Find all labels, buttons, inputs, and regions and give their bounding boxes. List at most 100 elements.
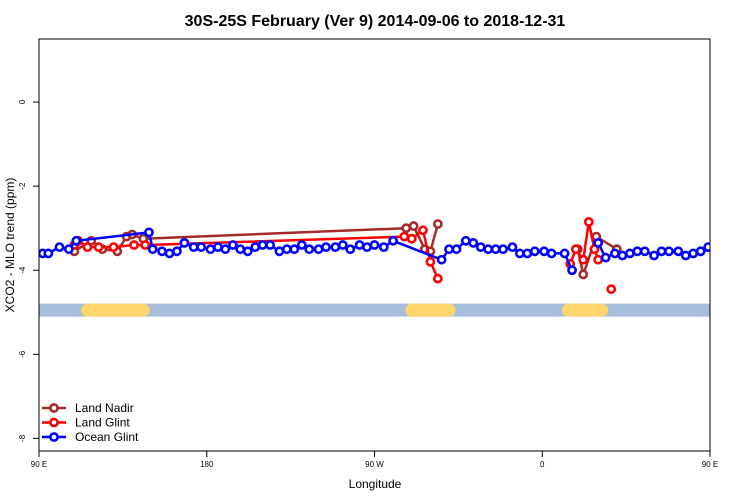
x-axis-label: Longitude	[349, 477, 402, 491]
chart-title: 30S-25S February (Ver 9) 2014-09-06 to 2…	[185, 13, 566, 30]
data-point	[606, 284, 617, 295]
x-tick-label: 180	[200, 460, 214, 469]
data-point	[432, 219, 443, 229]
data-point	[610, 248, 620, 259]
data-point	[250, 242, 261, 253]
data-point	[444, 244, 454, 255]
data-point	[93, 242, 104, 253]
y-axis-label: XCO2 - MLO trend (ppm)	[3, 178, 17, 313]
data-point	[736, 248, 743, 255]
axes-layer: 90 E 180 90 W 0 90 E 0 -2 -4 -6 -8	[18, 99, 718, 469]
data-point	[281, 244, 292, 255]
data-point	[649, 250, 659, 261]
y-tick-label: 0	[18, 99, 27, 104]
data-point	[600, 252, 611, 263]
legend-label: Ocean Glint	[75, 430, 139, 444]
data-point	[744, 248, 750, 255]
data-point	[399, 231, 410, 242]
data-point	[71, 235, 82, 246]
data-point	[257, 240, 268, 250]
data-point	[498, 244, 509, 255]
legend-marker	[49, 403, 59, 413]
legend-label: Land Glint	[75, 416, 130, 430]
data-point	[354, 240, 365, 250]
data-point	[63, 244, 74, 255]
data-point	[468, 237, 479, 248]
data-point	[289, 244, 300, 255]
data-point	[388, 235, 399, 246]
data-point	[583, 216, 594, 227]
data-point	[425, 256, 436, 267]
data-point	[721, 237, 728, 244]
data-point	[196, 242, 207, 253]
data-point	[729, 239, 736, 246]
series-ocean-glint	[39, 227, 750, 276]
data-point	[313, 244, 324, 255]
data-point	[688, 248, 699, 259]
data-point	[406, 233, 417, 244]
data-point	[703, 242, 710, 253]
data-point	[235, 244, 246, 255]
y-tick-label: -8	[18, 434, 27, 442]
data-point	[378, 242, 389, 253]
data-point	[265, 240, 276, 250]
legend-marker	[49, 432, 59, 442]
data-point	[296, 240, 307, 250]
data-point	[578, 254, 589, 265]
data-point	[337, 240, 348, 250]
data-point	[490, 244, 501, 255]
data-point	[401, 223, 412, 234]
data-point	[617, 250, 628, 261]
x-tick-label: 0	[540, 460, 545, 469]
data-point	[82, 242, 93, 253]
data-point	[213, 242, 223, 253]
data-point	[369, 240, 380, 250]
y-tick-label: -6	[18, 350, 27, 358]
data-point	[157, 246, 167, 257]
data-point	[451, 244, 462, 255]
x-tick-label: 90 E	[31, 460, 47, 469]
data-point	[140, 240, 151, 250]
data-point	[593, 237, 604, 248]
data-point	[570, 244, 581, 255]
data-point	[362, 242, 372, 253]
data-point	[475, 242, 486, 253]
data-point	[514, 248, 525, 259]
data-point	[54, 242, 65, 253]
data-point	[522, 248, 533, 259]
data-point	[108, 242, 119, 253]
data-point	[179, 237, 190, 248]
x-tick-label: 90 E	[702, 460, 718, 469]
data-point	[418, 225, 428, 236]
data-point	[664, 246, 674, 257]
data-point	[227, 240, 238, 250]
data-point	[546, 248, 557, 259]
data-point	[321, 242, 331, 253]
data-point	[578, 269, 589, 280]
data-point	[304, 244, 315, 255]
data-point	[567, 265, 577, 276]
legend-item: Land Glint	[42, 416, 130, 430]
data-point	[656, 246, 667, 257]
data-point	[242, 246, 253, 257]
legend-label: Land Nadir	[75, 401, 134, 415]
data-point	[274, 246, 285, 257]
data-point	[529, 246, 540, 257]
x-tick-label: 90 W	[365, 460, 384, 469]
data-point	[345, 244, 356, 255]
data-point	[330, 242, 341, 253]
y-tick-label: -4	[18, 266, 27, 274]
data-point	[593, 254, 604, 265]
data-point	[205, 244, 216, 255]
data-point	[632, 246, 643, 257]
legend-item: Ocean Glint	[42, 430, 139, 444]
data-point	[559, 248, 570, 259]
data-point	[673, 246, 684, 257]
data-point	[539, 246, 550, 257]
data-point	[680, 250, 691, 261]
data-point	[164, 248, 175, 259]
series-layer	[39, 216, 750, 295]
data-point	[695, 246, 706, 257]
